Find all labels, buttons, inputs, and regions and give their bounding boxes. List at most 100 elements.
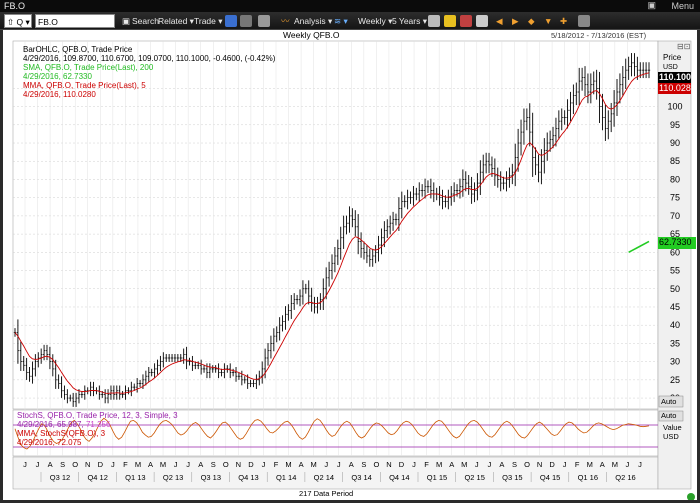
month-tick-label: M [436,460,442,469]
search-button[interactable]: Search [132,16,159,26]
month-tick-label: J [262,460,266,469]
legend-bar-title: BarOHLC, QFB.O, Trade Price [23,45,133,54]
range-select[interactable]: 5 Years ▾ [392,16,428,26]
month-tick-label: A [349,460,354,469]
price-tick-label: 35 [670,338,680,348]
month-tick-label: D [248,460,254,469]
quarter-tick-label: Q3 15 [502,473,522,482]
mma-series-line [14,72,650,394]
month-tick-label: D [399,460,405,469]
grid-icon[interactable] [476,15,488,27]
price-tick-label: 75 [670,193,680,203]
quarter-tick-label: Q1 13 [125,473,145,482]
crosshair-icon[interactable] [428,15,440,27]
undo-icon[interactable] [225,15,237,27]
month-tick-label: M [311,460,317,469]
trade-button[interactable]: Trade ▾ [194,16,223,26]
month-tick-label: A [499,460,504,469]
month-tick-label: F [274,460,279,469]
month-tick-label: A [299,460,304,469]
month-tick-label: M [160,460,166,469]
date-axis [12,456,659,490]
related-button[interactable]: Related ▾ [158,16,194,26]
collapse-icon[interactable]: ▼ [544,16,553,26]
interval-select[interactable]: Weekly ▾ [358,16,393,26]
mma-price-label: 110.028 [659,83,691,93]
scroll-right-icon[interactable]: ▶ [512,16,519,26]
chart-window: 20253035404550556065707580859095100105 J… [0,30,700,503]
menu-icon[interactable]: ▣ [647,0,656,10]
month-tick-label: D [549,460,555,469]
quarter-tick-label: Q2 16 [615,473,635,482]
draw-icon[interactable] [444,15,456,27]
month-tick-label: N [386,460,391,469]
legend-sma-value: 4/29/2016, 62.7330 [23,72,92,81]
price-tick-label: 45 [670,302,680,312]
symbol-input[interactable]: FB.O [35,14,115,28]
price-pane [12,40,659,410]
month-tick-label: J [563,460,567,469]
quarter-tick-label: Q4 15 [540,473,560,482]
price-tick-label: 50 [670,284,680,294]
window-title: FB.O [4,1,26,11]
month-tick-label: J [475,460,479,469]
quarter-tick-label: Q2 15 [464,473,484,482]
month-tick-label: O [223,460,229,469]
price-auto-label[interactable]: Auto [661,397,677,406]
month-tick-label: N [85,460,90,469]
month-tick-label: N [236,460,241,469]
redo-icon[interactable] [240,15,252,27]
zoom-icon[interactable] [460,15,472,27]
pane-controls-icon[interactable]: ⊟⊡ [677,42,691,51]
quarter-tick-label: Q4 14 [389,473,409,482]
stoch-auto-button [658,410,684,422]
quarter-tick-label: Q1 14 [276,473,296,482]
legend-stoch-mma-title: MMA, StochS(QFB.O), 3 [17,429,106,438]
search-icon[interactable]: ▣ [122,16,131,26]
legend-stoch-mma-value: 4/29/2016, 72.075 [17,438,82,447]
month-tick-label: A [198,460,203,469]
month-tick-label: O [524,460,530,469]
month-tick-label: J [186,460,190,469]
month-tick-label: J [638,460,642,469]
quarter-tick-label: Q4 13 [238,473,258,482]
symbol-type-select[interactable]: ⇧ Q ▾ [4,14,32,28]
analysis-icon: 〰 [281,16,290,26]
legend-bar-values: 4/29/2016, 109.8700, 110.6700, 109.0700,… [23,54,276,63]
price-tick-label: 60 [670,247,680,257]
month-tick-label: M [285,460,291,469]
quarter-tick-label: Q3 12 [50,473,70,482]
month-tick-label: M [135,460,141,469]
stoch-auto-label[interactable]: Auto [661,411,677,420]
folder-icon[interactable] [258,15,270,27]
stoch-axis-currency: USD [663,432,679,441]
expand-icon[interactable]: ◆ [528,16,535,26]
month-tick-label: D [98,460,104,469]
month-tick-label: J [337,460,341,469]
month-tick-label: J [111,460,115,469]
overlay-icon[interactable]: ≋ ▾ [334,16,348,26]
analysis-button[interactable]: Analysis ▾ [294,16,333,26]
price-tick-label: 70 [670,211,680,221]
month-tick-label: F [424,460,429,469]
price-axis-header: Price [663,53,682,62]
month-tick-label: A [48,460,53,469]
quarter-tick-labels: Q3 12 Q4 12 Q1 13 Q2 13 Q3 13 Q4 13 Q1 14 Q2 14… [40,472,636,482]
price-tick-label: 40 [670,320,680,330]
scroll-left-icon[interactable]: ◀ [496,16,503,26]
quarter-tick-label: Q3 13 [201,473,221,482]
mma-price-badge [658,83,691,94]
month-tick-label: M [587,460,593,469]
quarter-tick-label: Q4 12 [87,473,107,482]
settings-icon[interactable] [578,15,590,27]
price-tick-label: 100 [667,102,682,112]
month-tick-label: A [600,460,605,469]
month-tick-label: O [72,460,78,469]
month-tick-label: J [412,460,416,469]
reset-icon[interactable]: ✚ [560,16,568,26]
menu-button[interactable]: Menu [671,1,694,11]
month-tick-label: O [373,460,379,469]
window-titlebar: FB.O ▣ Menu [0,0,700,12]
last-price-label: 110.100 [659,72,692,82]
